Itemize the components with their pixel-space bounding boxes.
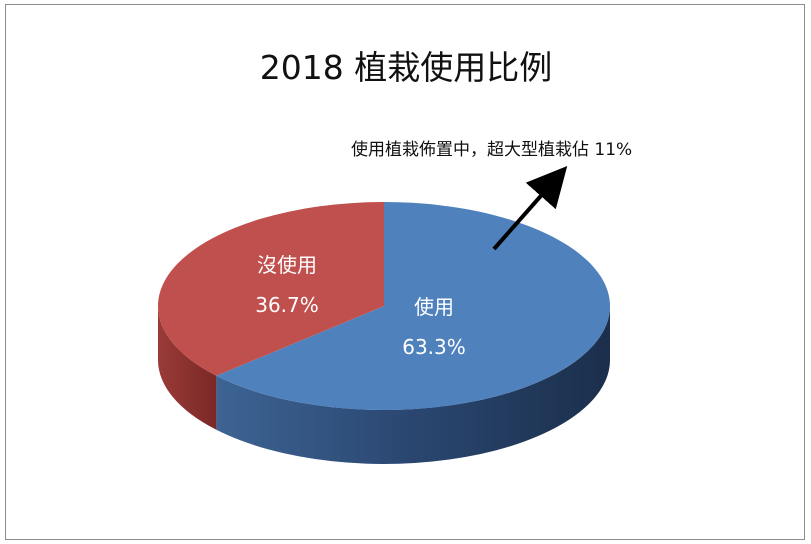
annotation-arrow: [492, 166, 568, 251]
slice-label-value: 36.7%: [255, 293, 319, 317]
slice-label-name: 沒使用: [257, 253, 317, 277]
slice-label-name: 使用: [414, 295, 454, 319]
pie-side-used: [216, 306, 610, 464]
annotation-text: 使用植栽佈置中，超大型植栽佔 11%: [351, 140, 633, 160]
pie-side-unused: [158, 306, 217, 430]
pie-chart: 使用 63.3% 沒使用 36.7%: [158, 166, 610, 464]
pie-slice-used: [216, 202, 610, 411]
pie-sides: [158, 306, 610, 464]
pie-slices: [158, 202, 610, 411]
chart-title: 2018 植栽使用比例: [259, 48, 553, 87]
chart-frame: 2018 植栽使用比例 使用 63.3% 沒使用 36.7% 使用植栽佈置中，超大型植…: [5, 4, 805, 540]
slice-labels: 使用 63.3% 沒使用 36.7%: [255, 253, 466, 359]
slice-label-value: 63.3%: [402, 335, 466, 359]
pie-slice-unused: [158, 202, 384, 376]
